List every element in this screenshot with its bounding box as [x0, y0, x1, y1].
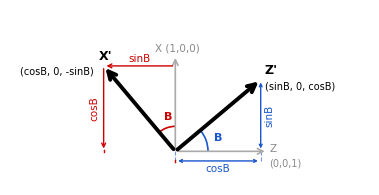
Text: (cosB, 0, -sinB): (cosB, 0, -sinB) [20, 67, 94, 77]
Text: cosB: cosB [206, 164, 230, 174]
Text: cosB: cosB [90, 96, 100, 121]
Text: Z': Z' [265, 64, 278, 77]
Text: (sinB, 0, cosB): (sinB, 0, cosB) [265, 82, 335, 92]
Text: (0,0,1): (0,0,1) [269, 158, 302, 168]
Text: B: B [164, 112, 172, 122]
Text: B: B [214, 133, 222, 143]
Text: sinB: sinB [128, 54, 150, 64]
Text: sinB: sinB [265, 104, 274, 127]
Text: Z: Z [269, 144, 277, 154]
Text: X': X' [99, 50, 113, 63]
Text: X (1,0,0): X (1,0,0) [155, 43, 200, 53]
